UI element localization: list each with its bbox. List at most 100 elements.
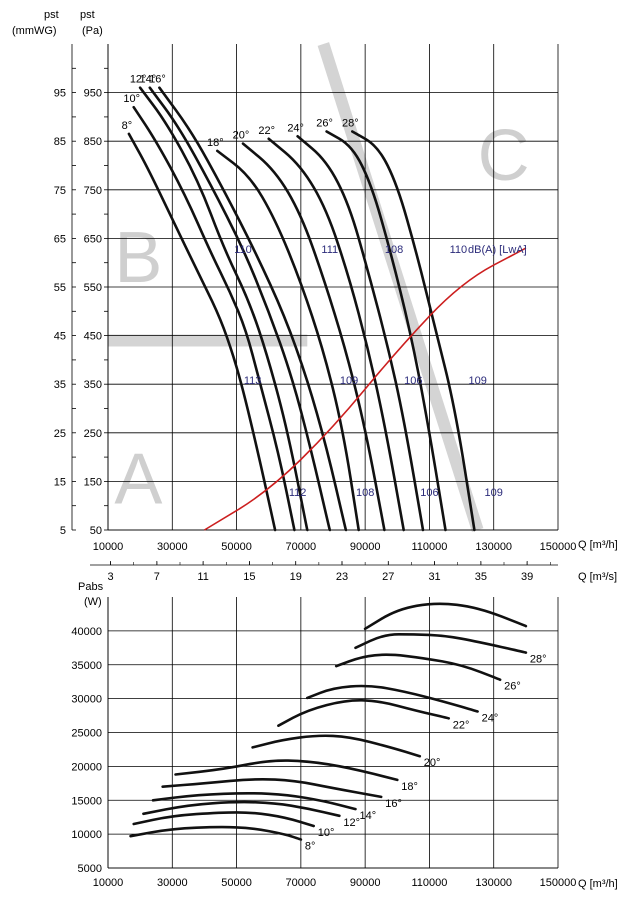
bottom-grid xyxy=(107,597,559,869)
pressure-curve-label: 26° xyxy=(316,117,333,129)
pressure-curve-label: 16° xyxy=(149,74,166,86)
power-curve-10deg xyxy=(132,811,316,828)
pressure-curve-18deg xyxy=(216,149,361,532)
y-tick-mmwg: 35 xyxy=(54,379,66,391)
pressure-curve-28deg xyxy=(351,130,476,532)
bottom-x-tick: 90000 xyxy=(350,877,381,889)
power-curve-14deg xyxy=(151,792,357,811)
y-tick-pa: 650 xyxy=(84,233,102,245)
noise-label: 108 xyxy=(356,487,374,499)
y-tick-pa: 850 xyxy=(84,136,102,148)
pressure-curve-16deg xyxy=(158,86,348,532)
power-curve-label: 14° xyxy=(360,810,377,822)
pressure-curve-12deg xyxy=(138,86,309,532)
zone-label-A: A xyxy=(114,439,162,519)
pressure-curve-24deg xyxy=(296,135,425,532)
pressure-curve-label: 8° xyxy=(122,120,133,132)
power-curve-label: 16° xyxy=(385,798,402,810)
y-tick-pa: 250 xyxy=(84,428,102,440)
y-tick-pa: 150 xyxy=(84,476,102,488)
power-curve-18deg xyxy=(174,759,399,782)
secondary-x-tick: 39 xyxy=(521,571,533,583)
bottom-y-tick: 5000 xyxy=(78,863,102,875)
secondary-x-tick: 31 xyxy=(428,571,440,583)
power-curve-26deg xyxy=(334,653,502,681)
noise-label: 113 xyxy=(244,375,262,387)
bottom-y-tick: 35000 xyxy=(71,660,102,672)
x-unit-label-bottom: Q [m³/h] xyxy=(578,878,618,890)
noise-label: 111 xyxy=(321,244,338,256)
pressure-curve-label: 14° xyxy=(139,74,156,86)
noise-label: 109 xyxy=(485,487,503,499)
x-tick: 150000 xyxy=(540,541,577,553)
power-curve-label: 22° xyxy=(453,719,470,731)
noise-label: 110 xyxy=(450,244,468,256)
bottom-y-tick: 40000 xyxy=(71,626,102,638)
pressure-curve-label: 20° xyxy=(233,130,250,142)
x-tick: 30000 xyxy=(157,541,188,553)
y-tick-mmwg: 55 xyxy=(54,282,66,294)
secondary-x-tick: 27 xyxy=(382,571,394,583)
y-tick-mmwg: 95 xyxy=(54,88,66,100)
top-pst-left-label: pst xyxy=(44,9,59,21)
power-curve-16deg xyxy=(161,778,383,799)
top-pst-right-label: pst xyxy=(80,9,95,21)
x-tick: 130000 xyxy=(475,541,512,553)
bottom-y-tick: 15000 xyxy=(71,795,102,807)
power-curve-label: 18° xyxy=(401,781,418,793)
y-tick-pa: 750 xyxy=(84,185,102,197)
pressure-curve-26deg xyxy=(325,130,447,532)
y-tick-pa: 350 xyxy=(84,379,102,391)
x-tick: 70000 xyxy=(286,541,317,553)
y-tick-mmwg: 65 xyxy=(54,233,66,245)
pressure-curve-22deg xyxy=(267,137,406,532)
power-curve-8deg xyxy=(129,825,303,841)
y-tick-pa: 50 xyxy=(90,525,102,537)
pressure-curve-8deg xyxy=(127,132,277,532)
y-tick-mmwg: 45 xyxy=(54,331,66,343)
x-tick: 90000 xyxy=(350,541,381,553)
y-tick-pa: 450 xyxy=(84,331,102,343)
bottom-y-tick: 25000 xyxy=(71,728,102,740)
secondary-x-tick: 23 xyxy=(336,571,348,583)
pressure-curve-label: 10° xyxy=(123,93,140,105)
power-curve-28degb xyxy=(363,602,528,631)
pressure-curve-20deg xyxy=(241,142,386,532)
noise-unit-label: dB(A) [LwA] xyxy=(468,244,527,256)
power-curve-12deg xyxy=(142,800,341,818)
pressure-curve-label: 28° xyxy=(342,117,359,129)
power-curve-24deg xyxy=(306,684,479,713)
power-curve-28deg xyxy=(354,632,528,654)
power-curve-label: 26° xyxy=(504,681,521,693)
secondary-x-tick: 3 xyxy=(108,571,114,583)
x-tick: 10000 xyxy=(93,541,124,553)
noise-label: 110 xyxy=(234,244,252,256)
noise-label: 108 xyxy=(385,244,403,256)
noise-label: 109 xyxy=(340,375,358,387)
y-tick-pa: 950 xyxy=(84,88,102,100)
y-tick-mmwg: 75 xyxy=(54,185,66,197)
power-curve-label: 8° xyxy=(305,841,316,853)
pressure-curve-10deg xyxy=(132,105,296,532)
noise-label: 112 xyxy=(289,487,307,499)
power-curve-label: 28° xyxy=(530,654,547,666)
zone-label-B: B xyxy=(114,218,162,298)
bottom-x-tick: 50000 xyxy=(221,877,252,889)
zone-label-C: C xyxy=(478,116,530,196)
bottom-x-tick: 70000 xyxy=(286,877,317,889)
pressure-curve-label: 22° xyxy=(258,125,275,137)
pressure-curve-14deg xyxy=(148,86,332,532)
bottom-x-tick: 150000 xyxy=(540,877,577,889)
y-tick-pa: 550 xyxy=(84,282,102,294)
secondary-x-tick: 11 xyxy=(197,571,208,583)
pressure-curve-label: 18° xyxy=(207,137,224,149)
power-curve-label: 24° xyxy=(482,712,499,724)
bottom-x-tick: 30000 xyxy=(157,877,188,889)
bottom-pabs-label: Pabs xyxy=(78,581,104,593)
top-unit-pa: (Pa) xyxy=(82,25,103,37)
y-tick-mmwg: 85 xyxy=(54,136,66,148)
pressure-curve-label: 24° xyxy=(287,122,304,134)
top-grid xyxy=(107,44,559,531)
bottom-unit-w: (W) xyxy=(84,596,102,608)
